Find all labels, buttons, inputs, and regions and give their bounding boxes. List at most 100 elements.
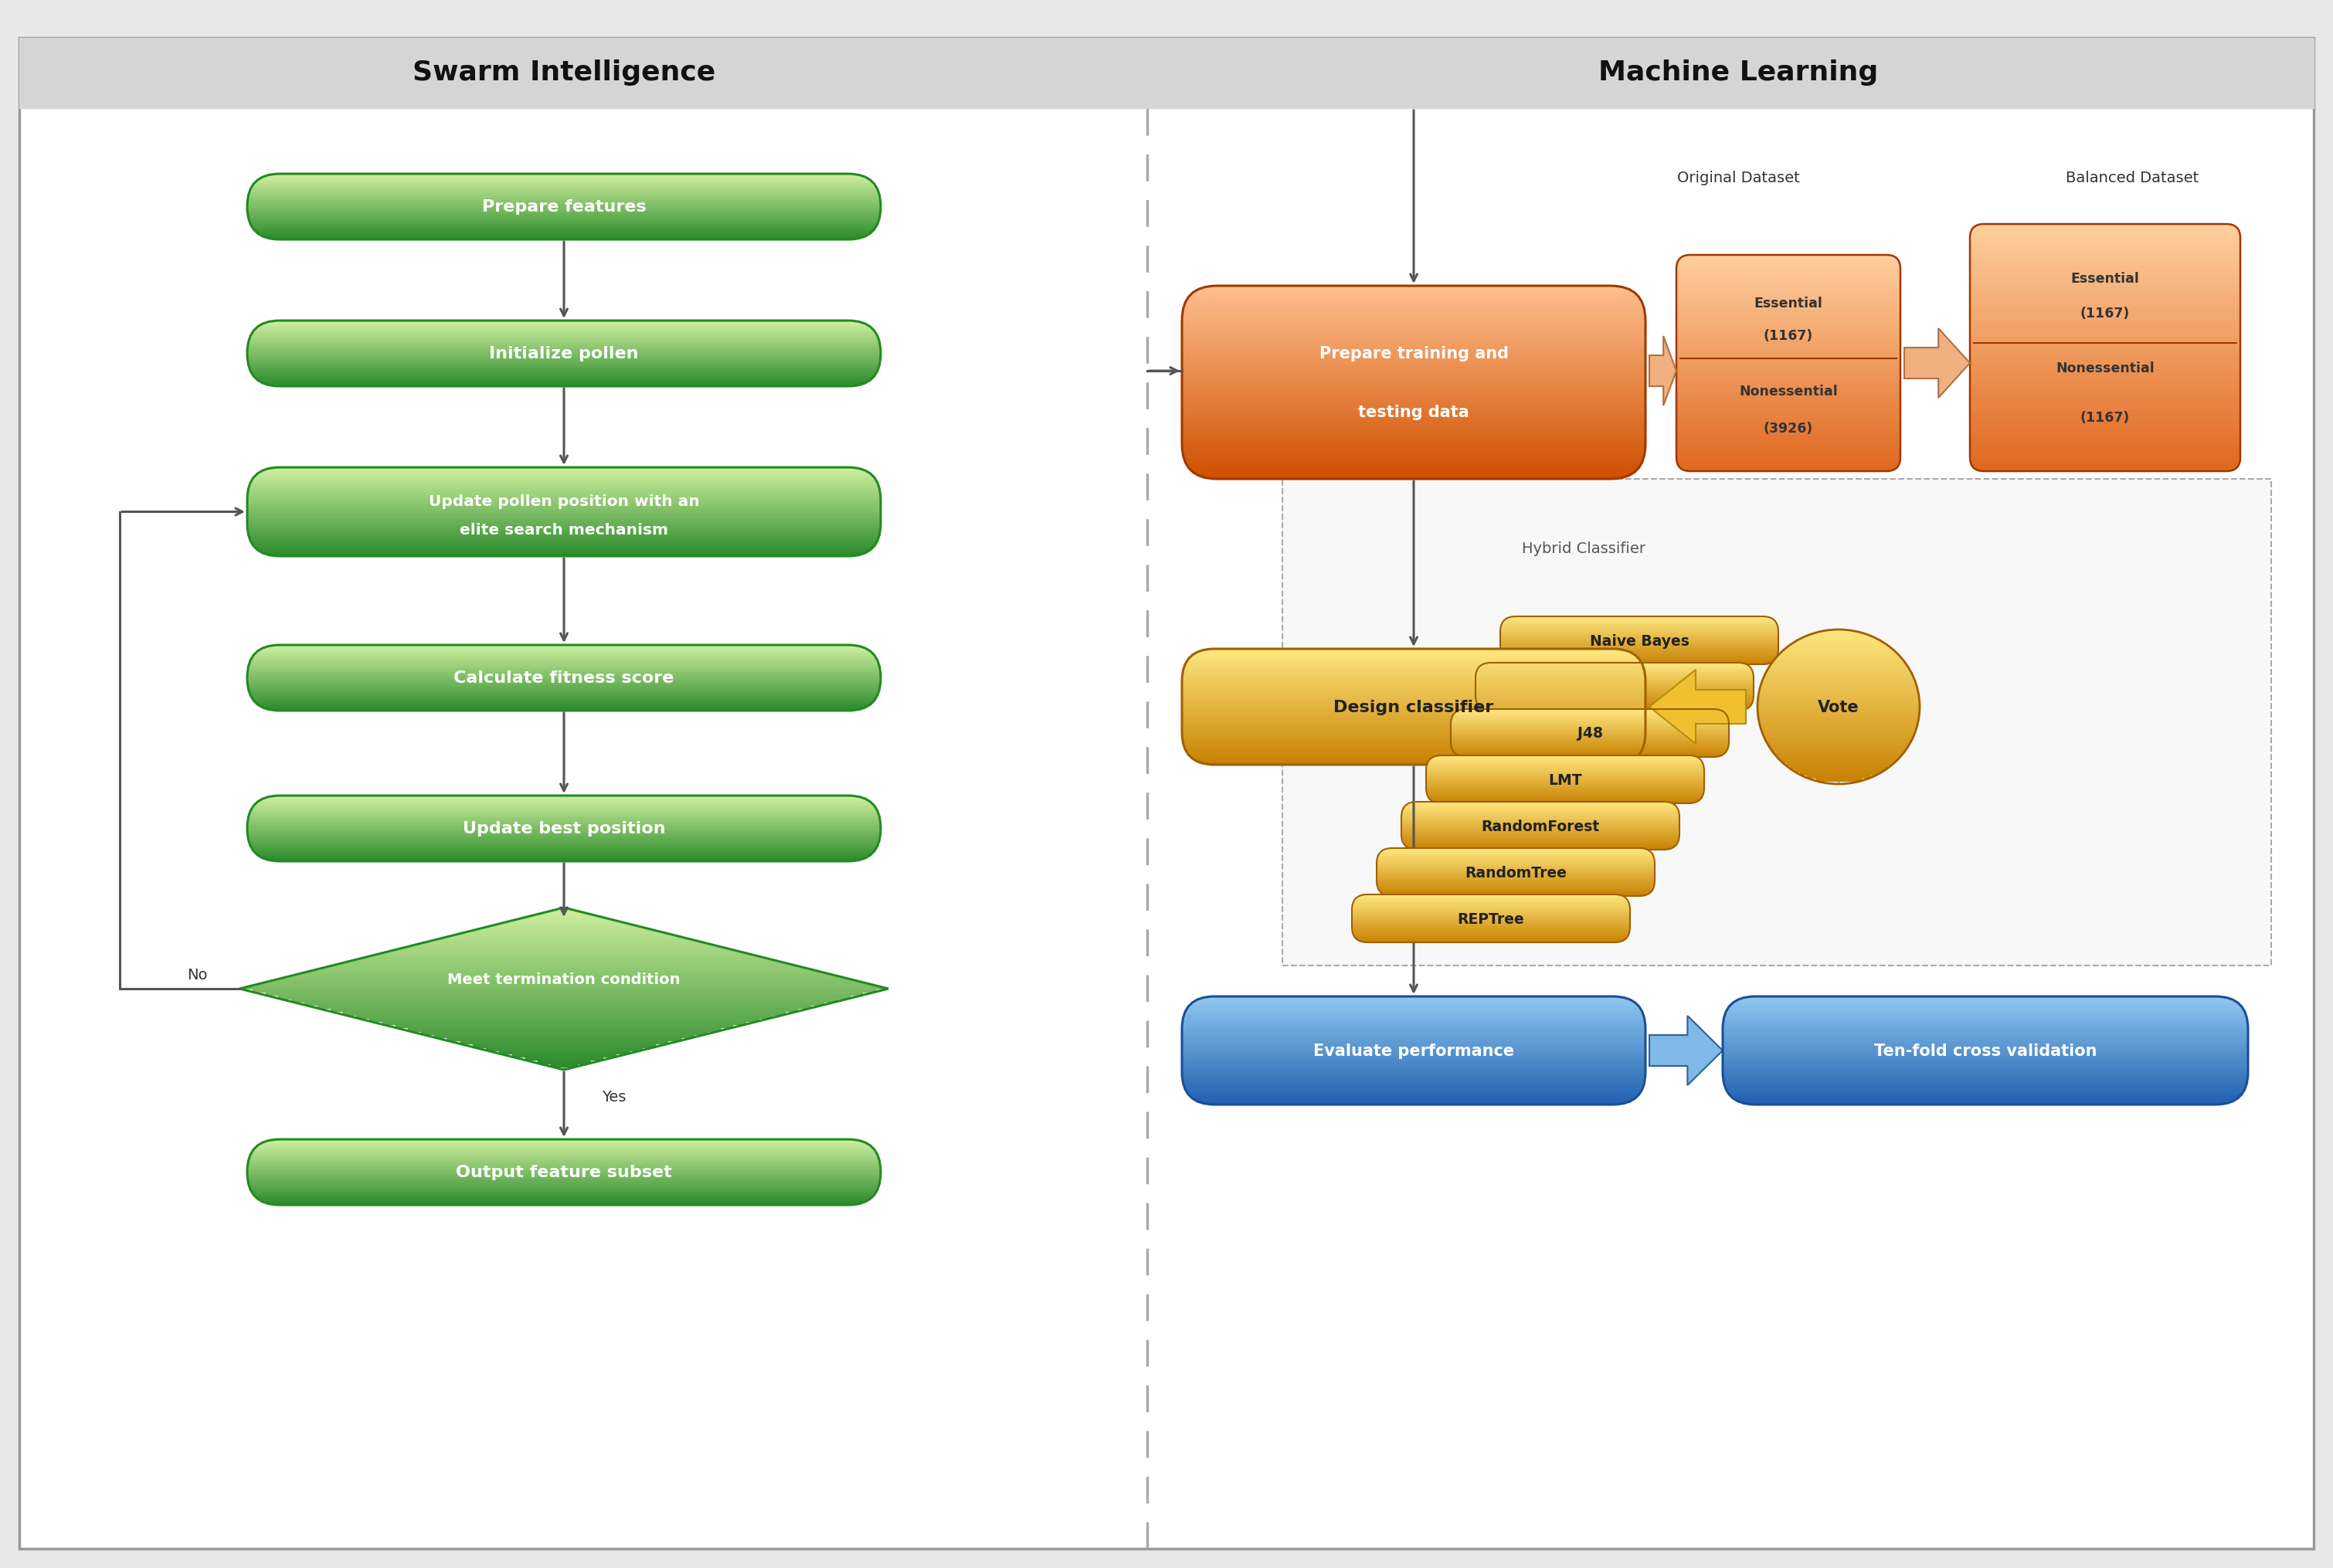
Bar — [247, 679, 880, 682]
Bar — [247, 356, 880, 358]
Bar — [247, 801, 880, 803]
Bar — [1425, 759, 1703, 760]
Bar — [1474, 691, 1754, 693]
Bar — [1451, 732, 1729, 734]
Bar — [247, 1160, 880, 1162]
Bar — [1183, 691, 1645, 693]
Bar — [247, 646, 880, 648]
Bar — [1183, 1065, 1645, 1066]
Bar — [1759, 718, 1918, 723]
Bar — [1815, 629, 1862, 633]
Bar — [1474, 685, 1754, 687]
Bar — [1183, 459, 1645, 464]
Bar — [247, 699, 880, 701]
Bar — [1474, 663, 1754, 665]
Bar — [1351, 911, 1631, 913]
Bar — [247, 477, 880, 480]
Bar — [1183, 1051, 1645, 1052]
Bar — [1425, 790, 1703, 792]
Bar — [1183, 1007, 1645, 1010]
Bar — [247, 235, 880, 237]
Bar — [247, 182, 880, 185]
Bar — [1376, 875, 1654, 877]
Bar — [247, 1192, 880, 1195]
Bar — [247, 547, 880, 549]
Bar — [1757, 702, 1920, 707]
Bar — [247, 524, 880, 525]
Bar — [247, 660, 880, 663]
Bar — [247, 823, 880, 825]
Bar — [278, 994, 849, 999]
Bar — [1794, 638, 1883, 643]
Bar — [247, 851, 880, 853]
Bar — [247, 359, 880, 362]
Bar — [247, 378, 880, 379]
Bar — [1969, 442, 2240, 447]
Bar — [247, 230, 880, 232]
Bar — [247, 538, 880, 541]
Bar — [247, 237, 880, 238]
Bar — [1474, 690, 1754, 691]
Bar — [247, 183, 880, 185]
Bar — [1183, 1002, 1645, 1004]
Text: Meet termination condition: Meet termination condition — [448, 972, 681, 986]
Bar — [1183, 1041, 1645, 1044]
Bar — [1722, 1102, 2249, 1105]
Bar — [247, 706, 880, 707]
Bar — [247, 1195, 880, 1198]
Bar — [460, 930, 667, 935]
Polygon shape — [1904, 329, 1969, 398]
Bar — [1402, 833, 1680, 834]
Bar — [1677, 417, 1901, 422]
Bar — [266, 991, 863, 996]
Bar — [1451, 726, 1729, 728]
Bar — [1183, 1036, 1645, 1040]
Bar — [1425, 775, 1703, 776]
Text: Update best position: Update best position — [462, 822, 665, 836]
Bar — [1474, 704, 1754, 706]
Bar — [247, 353, 880, 354]
Bar — [1474, 674, 1754, 677]
Bar — [1183, 426, 1645, 431]
Bar — [1764, 731, 1915, 735]
Bar — [1474, 690, 1754, 691]
Bar — [1474, 668, 1754, 671]
Text: Nonessential: Nonessential — [2055, 361, 2153, 375]
Bar — [1451, 712, 1729, 715]
Bar — [1183, 659, 1645, 660]
Bar — [1351, 927, 1631, 930]
Bar — [1376, 858, 1654, 859]
Bar — [1425, 756, 1703, 757]
Bar — [1500, 648, 1778, 649]
Bar — [1183, 651, 1645, 654]
Bar — [1722, 1047, 2249, 1051]
Bar — [247, 381, 880, 384]
Bar — [1183, 1085, 1645, 1088]
Bar — [247, 516, 880, 517]
Bar — [1376, 877, 1654, 878]
Bar — [247, 850, 880, 851]
Bar — [1183, 1066, 1645, 1069]
Bar — [1425, 784, 1703, 786]
Bar — [1183, 1035, 1645, 1038]
Bar — [247, 842, 880, 844]
Bar — [247, 525, 880, 527]
Bar — [1451, 743, 1729, 745]
Bar — [1474, 693, 1754, 695]
Bar — [247, 812, 880, 814]
Bar — [1183, 677, 1645, 681]
Bar — [247, 1168, 880, 1170]
Bar — [247, 1156, 880, 1159]
Bar — [1425, 765, 1703, 767]
Bar — [1183, 1010, 1645, 1013]
Bar — [1474, 665, 1754, 666]
Bar — [247, 358, 880, 359]
Bar — [1764, 734, 1913, 739]
Bar — [1451, 748, 1729, 750]
Bar — [1474, 698, 1754, 699]
Bar — [247, 1159, 880, 1160]
Bar — [1376, 887, 1654, 891]
Bar — [247, 510, 880, 513]
Bar — [247, 238, 880, 240]
Bar — [247, 210, 880, 213]
